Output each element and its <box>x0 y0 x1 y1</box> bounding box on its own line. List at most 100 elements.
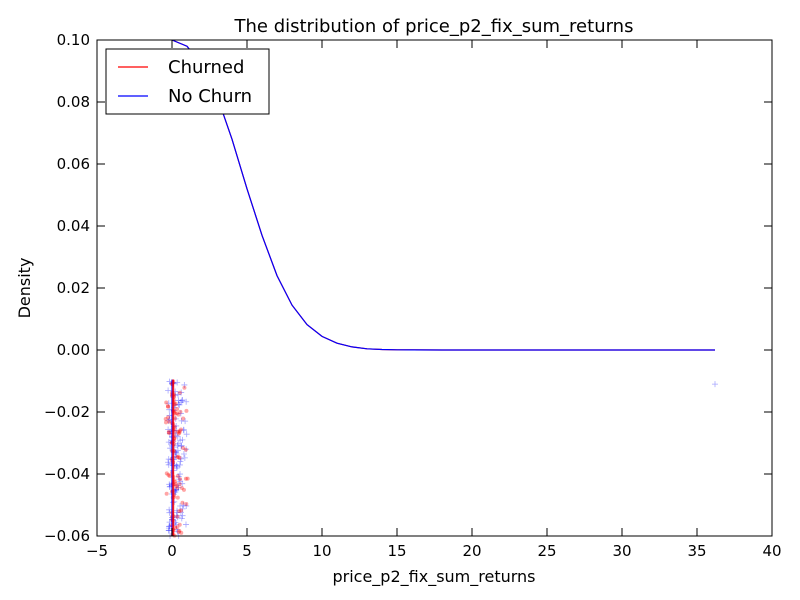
rug-mark-churned <box>176 412 181 417</box>
rug-mark-churned <box>178 477 183 482</box>
rug-mark-no-churn <box>165 387 172 394</box>
rug-mark-churned <box>181 487 186 492</box>
rug-mark-churned <box>167 431 172 436</box>
rug-mark-churned <box>184 502 189 507</box>
rug-mark-churned <box>176 454 181 459</box>
x-tick-label: −5 <box>86 542 108 560</box>
rug-mark-churned <box>163 420 168 425</box>
rug-mark-no-churn <box>173 465 180 472</box>
rug-mark-churned <box>179 508 184 513</box>
rug-mark-churned <box>165 404 170 409</box>
rug-mark-churned <box>177 390 182 395</box>
rug-mark-no-churn <box>177 478 184 485</box>
x-tick-label: 15 <box>387 542 406 560</box>
rug-mark-no-churn <box>180 502 187 509</box>
rug-mark-no-churn <box>174 514 181 521</box>
rug-mark-no-churn <box>174 509 181 516</box>
rug-mark-no-churn <box>166 506 173 513</box>
rug-mark-no-churn <box>165 461 172 468</box>
series-lines <box>171 39 715 351</box>
rug-mark-churned <box>166 472 171 477</box>
x-tick-label: 40 <box>762 542 781 560</box>
legend-label-churned: Churned <box>168 57 244 78</box>
rug-mark-no-churn <box>174 447 181 454</box>
rug-mark-no-churn <box>181 454 188 461</box>
rug-mark-churned <box>165 404 170 409</box>
rug-mark-no-churn <box>174 507 181 514</box>
rug-mark-no-churn <box>182 418 189 425</box>
rug-mark-churned <box>177 455 182 460</box>
rug-mark-churned <box>163 416 168 421</box>
x-tick-label: 35 <box>687 542 706 560</box>
x-tick-label: 5 <box>242 542 252 560</box>
rug-mark-no-churn <box>165 527 172 534</box>
rug-mark-churned <box>183 476 188 481</box>
y-axis-ticks: −0.06 −0.04 −0.02 0.00 0.02 0.04 0.06 0.08 0.10 <box>44 31 772 545</box>
rug-mark-no-churn <box>175 401 182 408</box>
rug-mark-churned <box>175 455 180 460</box>
rug-mark-no-churn <box>177 437 184 444</box>
rug-mark-no-churn <box>177 471 184 478</box>
rug-mark-no-churn <box>180 450 187 457</box>
rug-mark-churned <box>184 408 189 413</box>
rug-mark-churned <box>174 483 179 488</box>
x-tick-label: 20 <box>462 542 481 560</box>
rug-mark-no-churn <box>173 427 180 434</box>
rug-mark-no-churn <box>176 476 183 483</box>
rug-mark-churned <box>164 471 169 476</box>
rug-mark-churned <box>181 446 186 451</box>
y-tick-label: −0.02 <box>44 403 90 421</box>
rug-mark-no-churn <box>177 509 184 516</box>
rug-mark-no-churn <box>178 455 185 462</box>
rug-mark-no-churn <box>178 397 185 404</box>
rug-mark-churned <box>178 409 183 414</box>
rug-mark-no-churn <box>181 381 188 388</box>
rug-mark-no-churn <box>182 521 189 528</box>
rug-mark-no-churn <box>174 433 181 440</box>
y-tick-label: −0.04 <box>44 465 90 483</box>
rug-mark-churned <box>177 430 182 435</box>
series-line-no-churn <box>171 39 715 351</box>
y-tick-label: 0.04 <box>57 217 90 235</box>
x-tick-label: 0 <box>167 542 177 560</box>
rug-mark-churned <box>181 416 186 421</box>
rug-mark-no-churn <box>177 503 184 510</box>
rug-mark-churned <box>183 447 188 452</box>
rug-mark-no-churn <box>175 391 182 398</box>
rug-mark-churned <box>173 411 178 416</box>
x-tick-label: 30 <box>612 542 631 560</box>
legend-label-no-churn: No Churn <box>168 86 252 107</box>
rug-mark-no-churn <box>183 502 190 509</box>
rug-mark-outlier <box>712 381 718 388</box>
y-tick-label: 0.02 <box>57 279 90 297</box>
x-tick-label: 25 <box>537 542 556 560</box>
rug-mark-no-churn <box>177 399 184 406</box>
rug-mark-no-churn <box>174 442 181 449</box>
rug-mark-churned <box>175 473 180 478</box>
rug-mark-churned <box>175 485 180 490</box>
rug-mark-churned <box>179 485 184 490</box>
rug-mark-no-churn <box>178 515 185 522</box>
legend: Churned No Churn <box>105 48 270 115</box>
rug-mark-no-churn <box>183 446 190 453</box>
rug-mark-churned <box>176 530 181 535</box>
rug-mark-no-churn <box>165 400 172 407</box>
rug-mark-no-churn <box>174 482 181 489</box>
rug-mark-no-churn <box>165 456 172 463</box>
rug-mark-no-churn <box>179 505 186 512</box>
rug-mark-no-churn <box>180 426 187 433</box>
rug-mark-churned <box>164 400 169 405</box>
rug-mark-no-churn <box>175 440 182 447</box>
rug-mark-no-churn <box>179 480 186 487</box>
rug-mark-no-churn <box>174 463 181 470</box>
rug-mark-no-churn <box>180 427 187 434</box>
rug-mark-churned <box>179 530 184 535</box>
rug-mark-churned <box>167 419 172 424</box>
chart-title: The distribution of price_p2_fix_sum_ret… <box>234 16 634 37</box>
rug-mark-no-churn <box>175 397 182 404</box>
rug-mark-no-churn <box>165 417 172 424</box>
rug-mark-no-churn <box>175 473 182 480</box>
rug-mark-no-churn <box>165 439 172 446</box>
rug-mark-no-churn <box>166 523 173 530</box>
